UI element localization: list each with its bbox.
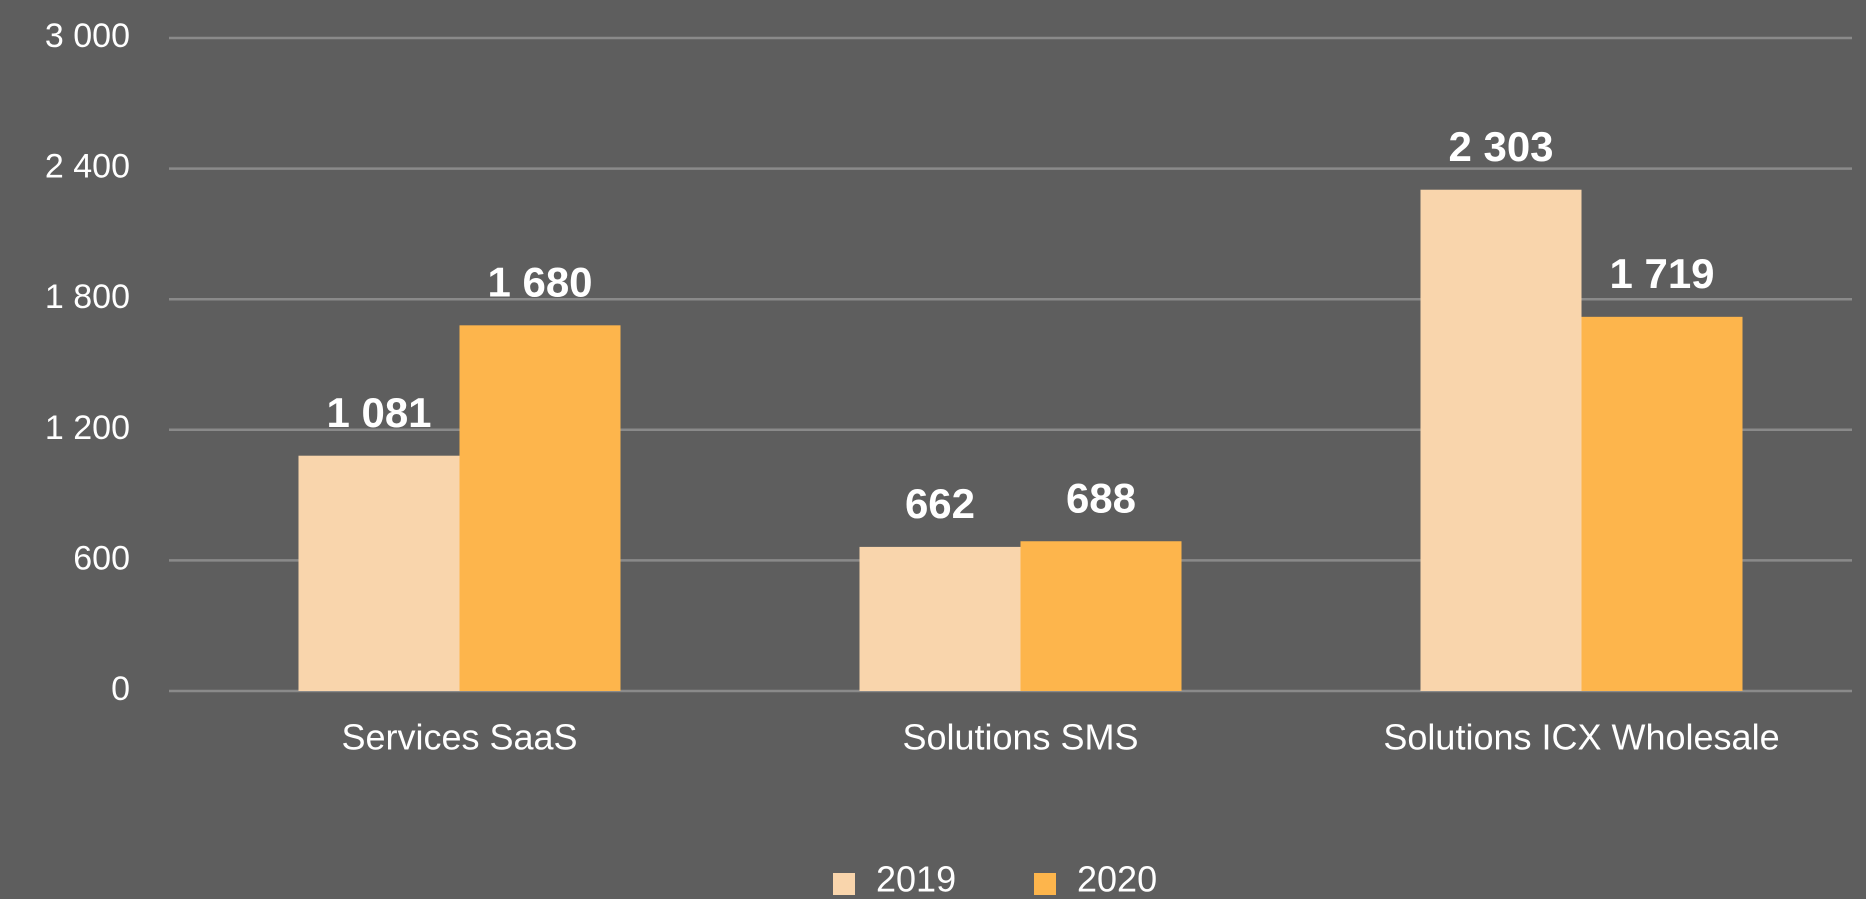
bar (459, 325, 621, 691)
bar (859, 546, 1021, 691)
data-label: 1 680 (487, 258, 592, 305)
y-tick-label: 600 (73, 539, 130, 577)
y-tick-label: 1 200 (45, 409, 130, 447)
legend-swatch (1034, 873, 1056, 895)
y-tick-label: 0 (111, 670, 130, 708)
y-tick-label: 3 000 (45, 17, 130, 55)
data-label: 1 719 (1609, 250, 1714, 297)
bar (298, 455, 460, 691)
x-tick-label: Services SaaS (341, 717, 577, 758)
y-tick-label: 2 400 (45, 148, 130, 186)
data-label: 2 303 (1448, 123, 1553, 170)
legend-swatch (833, 873, 855, 895)
legend-label: 2020 (1077, 859, 1157, 899)
data-label: 662 (905, 480, 975, 527)
data-label: 1 081 (326, 389, 431, 436)
x-tick-label: Solutions SMS (902, 717, 1138, 758)
x-tick-label: Solutions ICX Wholesale (1383, 717, 1779, 758)
bar (1581, 316, 1743, 691)
bar (1420, 189, 1582, 691)
y-tick-label: 1 800 (45, 278, 130, 316)
data-label: 688 (1066, 474, 1136, 521)
bar (1020, 541, 1182, 691)
legend-label: 2019 (876, 859, 956, 899)
